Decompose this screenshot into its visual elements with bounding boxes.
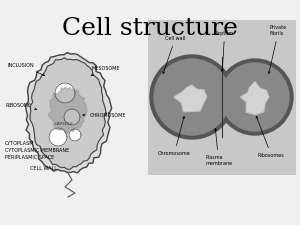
Text: Ribosomes: Ribosomes — [256, 116, 285, 158]
Circle shape — [49, 128, 67, 146]
Polygon shape — [174, 85, 207, 112]
Text: CYTOPLASM: CYTOPLASM — [5, 141, 34, 146]
Polygon shape — [241, 82, 269, 115]
Text: CAPSULE: CAPSULE — [55, 122, 74, 126]
Circle shape — [221, 63, 289, 131]
Bar — [148, 20, 296, 175]
Text: Cell structure: Cell structure — [62, 17, 238, 40]
Circle shape — [64, 109, 80, 125]
Circle shape — [154, 59, 230, 135]
Text: Cell wall: Cell wall — [163, 36, 185, 74]
Text: MESOSOME: MESOSOME — [91, 66, 121, 76]
Circle shape — [217, 59, 293, 135]
Text: Chromosome: Chromosome — [158, 117, 191, 156]
Text: CYTOPLASMIC MEMBRANE: CYTOPLASMIC MEMBRANE — [5, 148, 69, 153]
Text: CELL WALL: CELL WALL — [30, 166, 57, 171]
Polygon shape — [26, 53, 112, 173]
Text: RIBOSOME: RIBOSOME — [5, 103, 37, 110]
Text: PERIPLASMIC SPACE: PERIPLASMIC SPACE — [5, 155, 54, 160]
Text: Septum: Septum — [215, 31, 234, 72]
Text: CHROMOSOME: CHROMOSOME — [83, 113, 127, 118]
Text: Private
Fibrils: Private Fibrils — [268, 25, 287, 74]
Text: Plasma
membrane: Plasma membrane — [205, 128, 232, 166]
Circle shape — [150, 55, 234, 139]
Polygon shape — [30, 58, 106, 169]
Text: INCLUSION: INCLUSION — [8, 63, 45, 76]
Polygon shape — [49, 88, 87, 133]
Circle shape — [69, 129, 81, 141]
Circle shape — [55, 83, 75, 103]
